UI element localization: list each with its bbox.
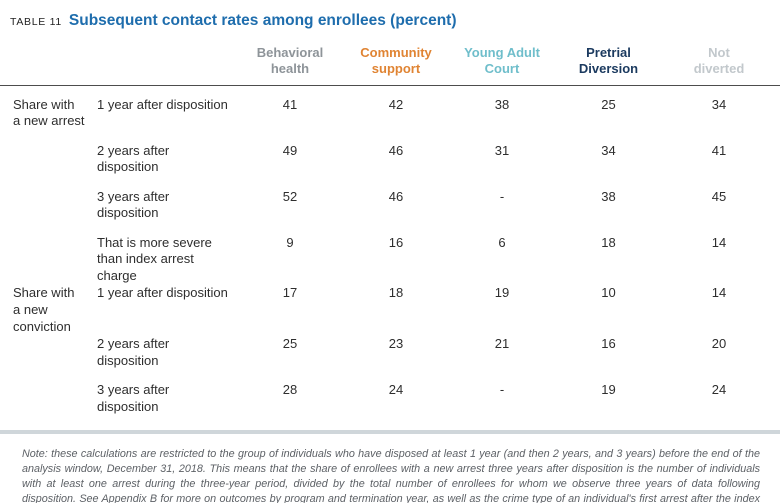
table-row: That is more severe than index arrest ch… xyxy=(0,235,780,286)
column-header-pretrial-diversion: Pretrial Diversion xyxy=(578,45,639,77)
cell-value: 49 xyxy=(282,142,298,158)
cell-value: 31 xyxy=(494,142,510,158)
page-title: Subsequent contact rates among enrollees… xyxy=(68,12,457,29)
column-header-community-support: Community support xyxy=(360,45,432,77)
cell-value: 18 xyxy=(388,285,404,301)
header-divider xyxy=(0,84,780,86)
bottom-divider xyxy=(0,429,780,434)
cell-value: 18 xyxy=(601,234,616,250)
table-row: Share with a new conviction 1 year after… xyxy=(0,285,780,336)
cell-value: 25 xyxy=(601,96,616,112)
cell-value: 28 xyxy=(282,381,298,397)
column-header-young-adult-court: Young Adult Court xyxy=(464,45,540,77)
column-header-behavioral-health: Behavioral health xyxy=(256,45,324,77)
cell-value: 16 xyxy=(601,335,616,351)
table-body: Share with a new arrest 1 year after dis… xyxy=(0,86,780,428)
table-row: 3 years after disposition 52 46 - 38 45 xyxy=(0,189,780,235)
cell-value: 24 xyxy=(711,381,727,397)
cell-value: 17 xyxy=(282,285,298,301)
cell-value: 21 xyxy=(494,335,510,351)
cell-value: 46 xyxy=(388,142,404,158)
row-label: 1 year after disposition xyxy=(97,96,228,112)
cell-value: 52 xyxy=(282,188,298,204)
cell-value: 19 xyxy=(494,285,510,301)
row-label: 3 years after disposition xyxy=(97,188,170,221)
table-row: 2 years after disposition 49 46 31 34 41 xyxy=(0,143,780,189)
cell-value: 6 xyxy=(498,234,506,250)
table-note: Note: these calculations are restricted … xyxy=(22,447,760,503)
row-label: That is more severe than index arrest ch… xyxy=(97,234,212,284)
cell-value: 20 xyxy=(711,335,727,351)
table-row: Share with a new arrest 1 year after dis… xyxy=(0,97,780,143)
table-row: 2 years after disposition 25 23 21 16 20 xyxy=(0,336,780,382)
cell-value: 10 xyxy=(601,285,616,301)
cell-value: 19 xyxy=(601,381,616,397)
cell-value: 16 xyxy=(388,234,404,250)
row-group-label: Share with a new arrest xyxy=(13,96,85,129)
table-number-label: TABLE 11 xyxy=(10,16,62,28)
cell-value: - xyxy=(499,188,505,204)
cell-value: 45 xyxy=(711,188,727,204)
cell-value: - xyxy=(499,381,505,397)
cell-value: 14 xyxy=(711,285,727,301)
cell-value: 46 xyxy=(388,188,404,204)
cell-value: 41 xyxy=(711,142,727,158)
cell-value: 34 xyxy=(601,142,616,158)
cell-value: 24 xyxy=(388,381,404,397)
cell-value: 42 xyxy=(388,96,404,112)
cell-value: 25 xyxy=(282,335,298,351)
cell-value: 14 xyxy=(711,234,727,250)
cell-value: 34 xyxy=(711,96,727,112)
cell-value: 38 xyxy=(494,96,510,112)
row-label: 2 years after disposition xyxy=(97,142,170,175)
table-title: TABLE 11 Subsequent contact rates among … xyxy=(0,0,780,30)
cell-value: 23 xyxy=(388,335,404,351)
table-row: 3 years after disposition 28 24 - 19 24 xyxy=(0,382,780,428)
row-label: 2 years after disposition xyxy=(97,335,170,368)
column-header-not-diverted: Not diverted xyxy=(693,45,745,77)
row-label: 3 years after disposition xyxy=(97,381,170,414)
row-group-label: Share with a new conviction xyxy=(13,285,75,334)
row-label: 1 year after disposition xyxy=(97,285,228,301)
table-header-row: Behavioral health Community support Youn… xyxy=(0,45,780,85)
cell-value: 41 xyxy=(282,96,298,112)
cell-value: 9 xyxy=(286,234,294,250)
cell-value: 38 xyxy=(601,188,616,204)
